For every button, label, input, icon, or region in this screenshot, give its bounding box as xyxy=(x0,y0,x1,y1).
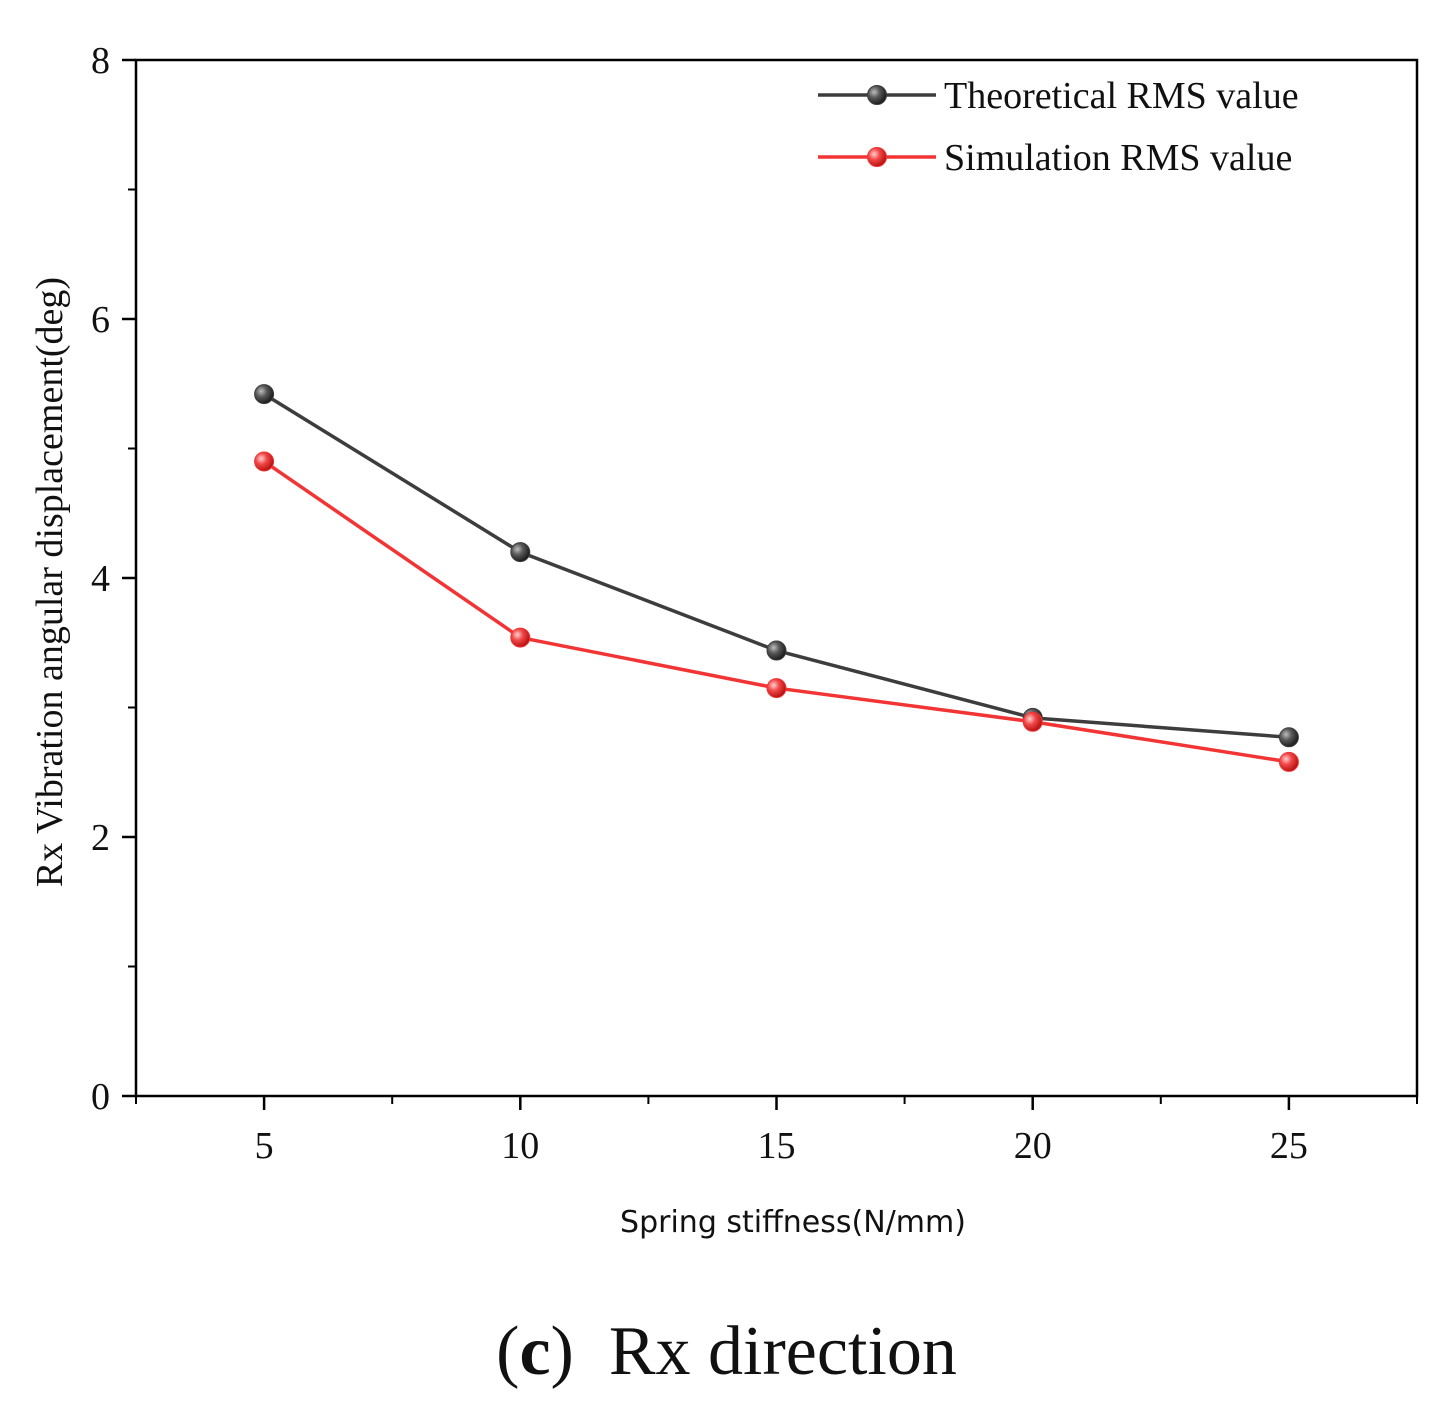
y-tick-label: 2 xyxy=(91,817,110,859)
legend-marker-0 xyxy=(867,85,887,105)
caption-close-paren: ) xyxy=(550,1313,574,1390)
legend-marker-1 xyxy=(867,147,887,167)
x-tick-label: 25 xyxy=(1270,1125,1308,1167)
caption-text: Rx direction xyxy=(608,1313,957,1390)
series-0-point xyxy=(1278,727,1299,748)
caption-open-paren: ( xyxy=(496,1313,520,1390)
plot-area xyxy=(134,58,1419,1098)
y-tick-label: 8 xyxy=(91,40,110,82)
series-line-1 xyxy=(263,460,1290,764)
y-tick-label: 0 xyxy=(91,1076,110,1118)
series-0-point xyxy=(510,542,531,563)
x-tick-label: 15 xyxy=(758,1125,796,1167)
y-tick-label: 6 xyxy=(91,299,110,341)
y-axis-label: Rx Vibration angular displacement(deg) xyxy=(29,277,71,887)
series-1-point xyxy=(254,451,275,472)
x-tick-label: 5 xyxy=(255,1125,274,1167)
series-1-point xyxy=(766,678,787,699)
series-1-point xyxy=(510,627,531,648)
x-axis-label: Spring stiffness(N/mm) xyxy=(620,1205,966,1240)
series-1-point xyxy=(1022,711,1043,732)
figure-caption: (c) Rx direction xyxy=(0,1312,1453,1392)
legend: Theoretical RMS value Simulation RMS valu… xyxy=(818,75,1299,179)
x-tick-label: 10 xyxy=(501,1125,539,1167)
caption-letter: c xyxy=(519,1313,551,1390)
x-tick-label: 20 xyxy=(1014,1125,1052,1167)
series-layer xyxy=(254,384,1299,772)
series-0-point xyxy=(766,640,787,661)
series-1-point xyxy=(1278,751,1299,772)
series-0-point xyxy=(254,384,275,405)
chart: 0 2 4 6 8 5 10 15 20 25 Theoretical RMS value Sim… xyxy=(29,40,1419,1240)
y-axis: 0 2 4 6 8 xyxy=(91,40,136,1118)
y-tick-label: 4 xyxy=(91,558,110,600)
x-axis: 5 10 15 20 25 xyxy=(135,1096,1418,1167)
legend-label-1: Simulation RMS value xyxy=(944,137,1292,179)
legend-label-0: Theoretical RMS value xyxy=(944,75,1299,117)
